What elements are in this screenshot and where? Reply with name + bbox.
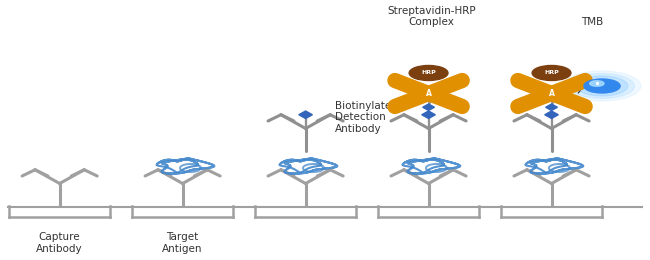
- Text: Streptavidin-HRP
Complex: Streptavidin-HRP Complex: [387, 6, 476, 27]
- Polygon shape: [422, 104, 434, 110]
- Text: A: A: [426, 89, 432, 98]
- Circle shape: [532, 66, 571, 81]
- Circle shape: [590, 81, 604, 86]
- Text: Target
Antigen: Target Antigen: [162, 232, 203, 254]
- Text: Biotinylated
Detection
Antibody: Biotinylated Detection Antibody: [335, 101, 398, 134]
- Text: TMB: TMB: [580, 17, 603, 27]
- Circle shape: [576, 76, 628, 96]
- Text: A: A: [549, 89, 554, 98]
- Circle shape: [417, 89, 440, 98]
- Circle shape: [569, 74, 634, 99]
- Circle shape: [540, 89, 563, 98]
- Circle shape: [584, 79, 620, 93]
- Polygon shape: [545, 111, 558, 119]
- Polygon shape: [422, 111, 436, 119]
- Polygon shape: [299, 111, 313, 119]
- Text: HRP: HRP: [421, 70, 436, 75]
- Text: HRP: HRP: [544, 70, 559, 75]
- Polygon shape: [545, 104, 558, 110]
- Circle shape: [409, 66, 448, 81]
- Circle shape: [563, 71, 641, 101]
- Text: Capture
Antibody: Capture Antibody: [36, 232, 83, 254]
